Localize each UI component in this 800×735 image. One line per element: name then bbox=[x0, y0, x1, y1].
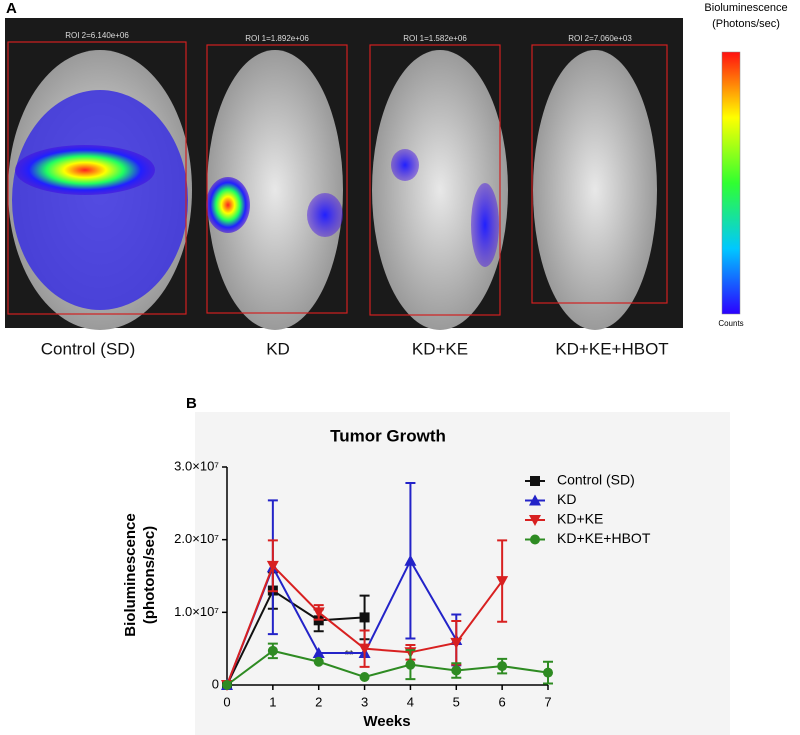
marker bbox=[312, 607, 325, 619]
marker bbox=[359, 672, 370, 683]
series-line bbox=[226, 589, 365, 686]
marker bbox=[358, 643, 371, 655]
y-tick-label: 3.0×10⁷ bbox=[174, 458, 219, 473]
roi-label: ROI 2=7.060e+03 bbox=[568, 34, 632, 43]
legend-marker bbox=[529, 494, 541, 506]
roi-label: ROI 2=6.140e+06 bbox=[65, 31, 129, 40]
x-tick-label: 4 bbox=[407, 694, 414, 709]
mouse-images bbox=[8, 50, 657, 330]
marker bbox=[405, 659, 416, 670]
marker bbox=[359, 612, 370, 623]
x-tick-label: 5 bbox=[453, 694, 460, 709]
annotation: ** bbox=[345, 649, 354, 661]
marker bbox=[404, 554, 417, 566]
marker bbox=[451, 665, 462, 676]
legend-marker bbox=[530, 534, 540, 545]
marker bbox=[266, 560, 279, 572]
panel-label: A bbox=[6, 0, 17, 17]
panel-label: B bbox=[186, 395, 197, 412]
marker bbox=[450, 637, 463, 649]
legend-label: KD+KE+HBOT bbox=[557, 530, 651, 546]
y-axis-label: Bioluminescence bbox=[122, 513, 139, 636]
marker bbox=[222, 680, 232, 690]
x-axis-label: Weeks bbox=[363, 713, 410, 730]
y-tick-label: 2.0×10⁷ bbox=[174, 531, 219, 546]
x-tick-label: 7 bbox=[544, 694, 551, 709]
series-line bbox=[226, 649, 549, 686]
y-axis-label: (photons/sec) bbox=[141, 526, 158, 624]
marker bbox=[497, 661, 508, 672]
legend-label: KD+KE bbox=[557, 511, 603, 527]
group-label: Control (SD) bbox=[41, 339, 135, 358]
marker bbox=[312, 647, 325, 659]
chart-title: Tumor Growth bbox=[330, 426, 446, 445]
chart-background bbox=[195, 412, 730, 735]
marker bbox=[313, 656, 324, 667]
roi-label: ROI 1=1.582e+06 bbox=[403, 34, 467, 43]
marker bbox=[267, 645, 278, 656]
group-label: KD bbox=[266, 339, 290, 358]
legend-label: KD bbox=[557, 491, 576, 507]
y-tick-label: 1.0×10⁷ bbox=[174, 604, 219, 619]
x-tick-label: 3 bbox=[361, 694, 368, 709]
plot: 0 1.0×10⁷ 2.0×10⁷ 3.0×10⁷ 0 1 2 3 4 5 6 7 Control (S… bbox=[174, 458, 651, 709]
colorbar-title: Bioluminescence bbox=[704, 2, 787, 14]
x-tick-label: 0 bbox=[223, 694, 230, 709]
roi-frames bbox=[7, 41, 668, 316]
colorbar-title: (Photons/sec) bbox=[712, 18, 780, 30]
legend-label: Control (SD) bbox=[557, 472, 635, 488]
roi-label: ROI 1=1.892e+06 bbox=[245, 34, 309, 43]
x-tick-label: 2 bbox=[315, 694, 322, 709]
legend-marker bbox=[530, 476, 540, 486]
colorbar-min-label: Counts bbox=[718, 319, 743, 328]
y-tick-label: 0 bbox=[212, 676, 219, 691]
group-label: KD+KE bbox=[412, 339, 468, 358]
legend-marker bbox=[529, 515, 541, 526]
group-label: KD+KE+HBOT bbox=[555, 339, 668, 358]
marker bbox=[496, 576, 509, 588]
colorbar bbox=[721, 51, 741, 315]
x-tick-label: 1 bbox=[269, 694, 276, 709]
marker bbox=[543, 667, 553, 678]
x-tick-label: 6 bbox=[499, 694, 506, 709]
